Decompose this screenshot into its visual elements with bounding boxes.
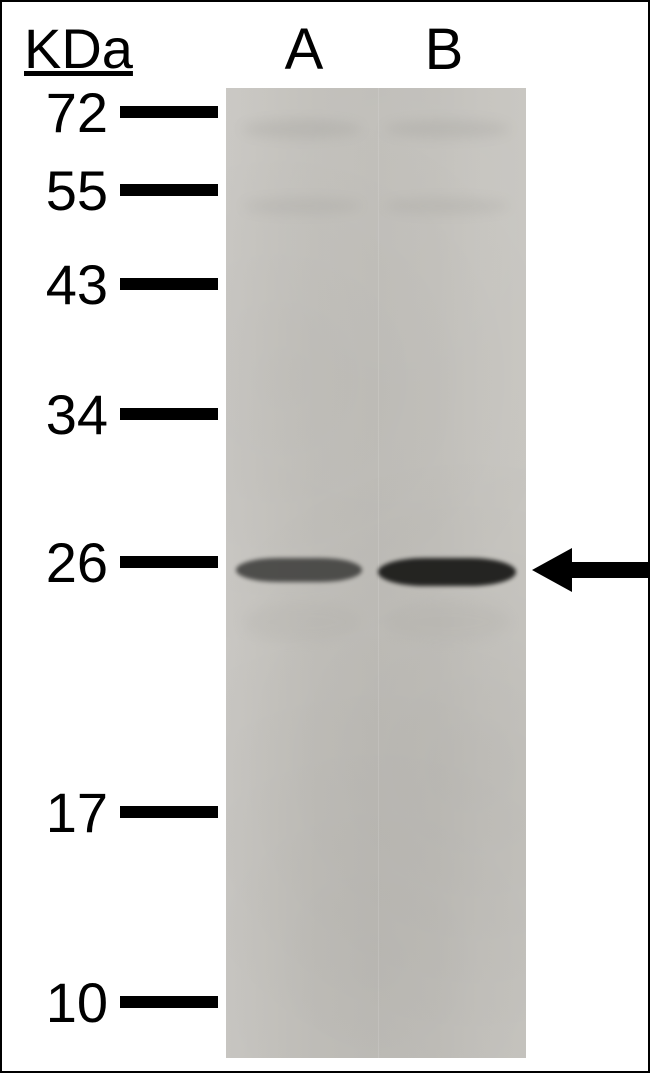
arrow-left-icon [532, 548, 650, 592]
mw-label-43: 43 [0, 252, 108, 317]
mw-label-10: 10 [0, 970, 108, 1035]
target-arrow [532, 548, 650, 592]
faint-band-1 [384, 120, 510, 138]
lane-header-b: B [414, 16, 474, 83]
faint-band-5 [384, 602, 510, 642]
ladder-tick-43 [120, 278, 218, 290]
mw-label-72: 72 [0, 80, 108, 145]
faint-band-2 [242, 198, 362, 214]
mw-label-17: 17 [0, 780, 108, 845]
faint-band-0 [242, 120, 362, 138]
band-b [378, 558, 516, 586]
blot-figure: KDa 72 55 43 34 26 17 10 A B [0, 0, 650, 1073]
axis-label-kda: KDa [24, 16, 133, 81]
lane-header-a: A [274, 16, 334, 83]
faint-band-4 [242, 602, 362, 642]
ladder-tick-26 [120, 556, 218, 568]
ladder-tick-72 [120, 106, 218, 118]
mw-label-55: 55 [0, 158, 108, 223]
ladder-tick-17 [120, 806, 218, 818]
ladder-tick-55 [120, 184, 218, 196]
mw-label-26: 26 [0, 530, 108, 595]
ladder-tick-34 [120, 408, 218, 420]
mw-label-34: 34 [0, 382, 108, 447]
faint-band-3 [384, 198, 510, 214]
ladder-tick-10 [120, 996, 218, 1008]
band-a [236, 558, 362, 582]
